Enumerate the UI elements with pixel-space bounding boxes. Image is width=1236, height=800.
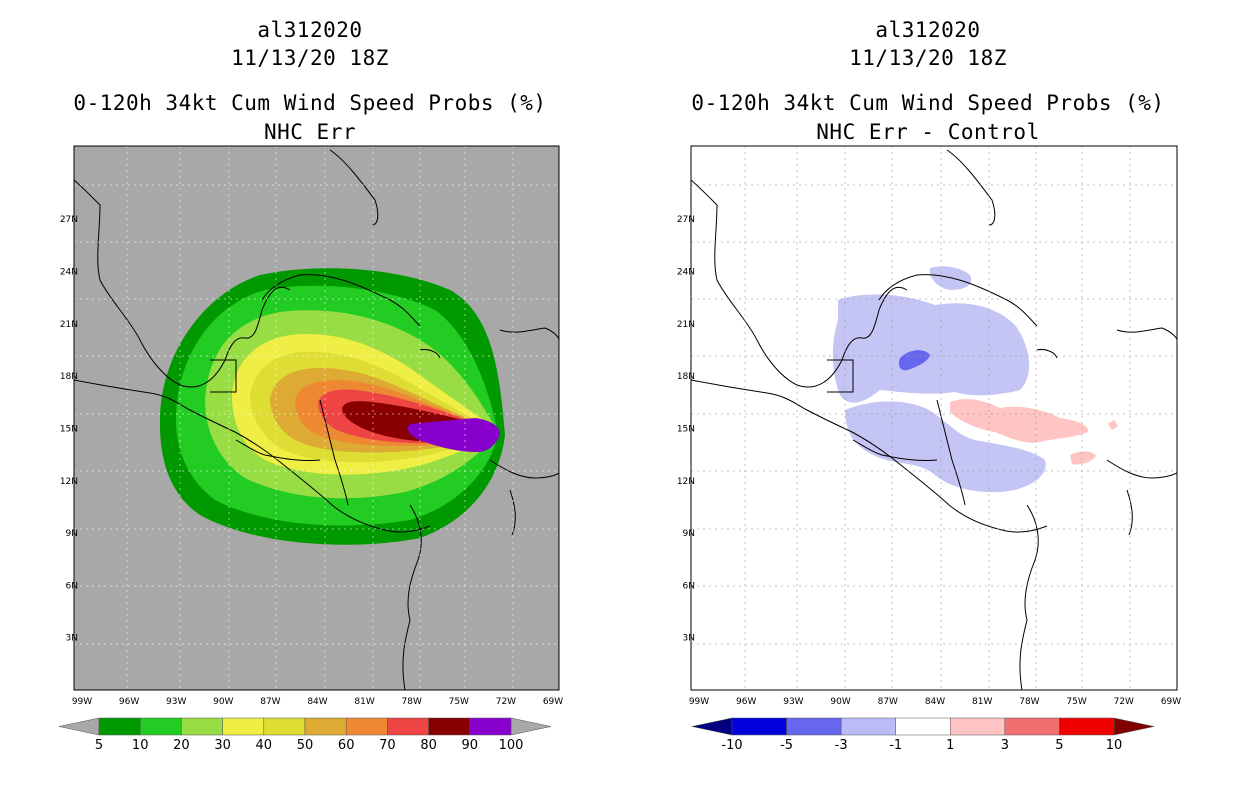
left-colorbar-label-20: 20 — [173, 738, 190, 753]
right-lon-tick-75W: 75W — [1066, 697, 1086, 707]
right-lon-tick-labels: 99W 96W 93W 90W 87W 84W 81W 78W 75W 72W 69W — [689, 697, 1181, 707]
right-colorbar-swatch-1 — [786, 717, 842, 736]
right-subtitle: NHC Err - Control — [816, 120, 1040, 144]
right-product-title: 0-120h 34kt Cum Wind Speed Probs (%) — [691, 91, 1165, 115]
right-colorbar-swatch-2 — [840, 717, 896, 736]
left-map-frame — [73, 145, 560, 691]
left-lat-tick-3N: 3N — [66, 634, 78, 644]
left-subtitle: NHC Err — [263, 120, 356, 144]
right-colorbar-swatch-3 — [895, 717, 951, 736]
right-lat-tick-6N: 6N — [683, 581, 695, 591]
diff-region-positive-dot — [1108, 420, 1118, 430]
diff-region-positive-main — [950, 399, 1089, 443]
right-lon-tick-69W: 69W — [1161, 697, 1181, 707]
left-colorbar-swatch-9 — [469, 717, 512, 736]
left-storm-id: al312020 — [257, 18, 363, 42]
right-colorbar-swatch-0 — [731, 717, 787, 736]
right-lat-tick-9N: 9N — [683, 529, 695, 539]
left-lat-tick-labels: 3N 6N 9N 12N 15N 18N 21N 24N 27N — [60, 215, 78, 643]
right-colorbar-label--10: -10 — [721, 738, 742, 753]
right-colorbar-label--3: -3 — [835, 738, 848, 753]
left-gridlines — [74, 146, 559, 690]
right-colorbar-label-5: 5 — [1055, 738, 1063, 753]
right-lat-tick-21N: 21N — [677, 320, 695, 330]
right-lat-tick-3N: 3N — [683, 634, 695, 644]
left-probability-field — [159, 268, 505, 545]
right-lat-tick-15N: 15N — [677, 424, 695, 434]
right-lon-tick-99W: 99W — [689, 697, 709, 707]
left-lon-tick-99W: 99W — [72, 697, 92, 707]
right-colorbar-label-10: 10 — [1106, 738, 1123, 753]
left-lat-tick-12N: 12N — [60, 477, 78, 487]
right-lat-tick-18N: 18N — [677, 372, 695, 382]
right-lon-tick-78W: 78W — [1019, 697, 1039, 707]
right-lat-tick-27N: 27N — [677, 215, 695, 225]
right-colorbar-swatch-6 — [1059, 717, 1115, 736]
right-colorbar-label-1: 1 — [946, 738, 954, 753]
left-lat-tick-24N: 24N — [60, 268, 78, 278]
right-colorbar-swatch-4 — [950, 717, 1006, 736]
left-lon-tick-69W: 69W — [543, 697, 563, 707]
left-colorbar-label-50: 50 — [297, 738, 314, 753]
right-lon-tick-84W: 84W — [925, 697, 945, 707]
left-lat-tick-18N: 18N — [60, 372, 78, 382]
left-colorbar-label-90: 90 — [462, 738, 479, 753]
prob-contour-90 — [408, 418, 500, 452]
right-lon-tick-72W: 72W — [1114, 697, 1134, 707]
left-lon-tick-labels: 99W 96W 93W 90W 87W 84W 81W 78W 75W 72W 69W — [72, 697, 563, 707]
left-lat-tick-21N: 21N — [60, 320, 78, 330]
left-lat-tick-27N: 27N — [60, 215, 78, 225]
left-datetime: 11/13/20 18Z — [231, 46, 389, 70]
left-lat-tick-6N: 6N — [66, 581, 78, 591]
left-lon-tick-90W: 90W — [213, 697, 233, 707]
right-storm-id: al312020 — [875, 18, 981, 42]
right-lat-tick-labels: 3N 6N 9N 12N 15N 18N 21N 24N 27N — [677, 215, 695, 643]
left-colorbar-label-100: 100 — [499, 738, 524, 753]
right-lat-tick-12N: 12N — [677, 477, 695, 487]
left-colorbar-label-5: 5 — [95, 738, 103, 753]
left-lon-tick-75W: 75W — [449, 697, 469, 707]
right-colorbar-low-arrow — [691, 717, 733, 736]
right-colorbar-label--1: -1 — [889, 738, 902, 753]
left-colorbar-label-30: 30 — [214, 738, 231, 753]
left-lon-tick-84W: 84W — [307, 697, 327, 707]
right-difference-field — [832, 266, 1118, 493]
diff-region-negative-small — [929, 266, 972, 290]
right-colorbar-label-3: 3 — [1001, 738, 1009, 753]
diff-region-negative-north — [832, 294, 1030, 403]
right-colorbar-label--5: -5 — [780, 738, 793, 753]
right-colorbar-swatch-5 — [1004, 717, 1060, 736]
diff-region-negative-core — [898, 350, 930, 371]
left-colorbar-label-40: 40 — [256, 738, 273, 753]
left-lon-tick-72W: 72W — [496, 697, 516, 707]
left-lat-tick-9N: 9N — [66, 529, 78, 539]
right-colorbar-high-arrow — [1113, 717, 1155, 736]
right-lat-tick-24N: 24N — [677, 268, 695, 278]
left-colorbar-label-80: 80 — [420, 738, 437, 753]
left-product-title: 0-120h 34kt Cum Wind Speed Probs (%) — [73, 91, 547, 115]
diff-region-negative-south — [845, 401, 1046, 493]
right-lon-tick-81W: 81W — [972, 697, 992, 707]
right-gridlines — [691, 146, 1177, 690]
right-lon-tick-87W: 87W — [878, 697, 898, 707]
left-lon-tick-87W: 87W — [260, 697, 280, 707]
left-colorbar-label-70: 70 — [379, 738, 396, 753]
right-datetime: 11/13/20 18Z — [849, 46, 1007, 70]
right-map-frame — [690, 145, 1178, 691]
left-lat-tick-15N: 15N — [60, 424, 78, 434]
right-lon-tick-93W: 93W — [783, 697, 803, 707]
left-lon-tick-78W: 78W — [402, 697, 422, 707]
left-lon-tick-93W: 93W — [166, 697, 186, 707]
left-colorbar-label-60: 60 — [338, 738, 355, 753]
left-colorbar-label-10: 10 — [132, 738, 149, 753]
diff-region-positive-small — [1070, 451, 1096, 465]
right-lon-tick-96W: 96W — [736, 697, 756, 707]
right-lon-tick-90W: 90W — [830, 697, 850, 707]
left-lon-tick-96W: 96W — [119, 697, 139, 707]
left-lon-tick-81W: 81W — [354, 697, 374, 707]
